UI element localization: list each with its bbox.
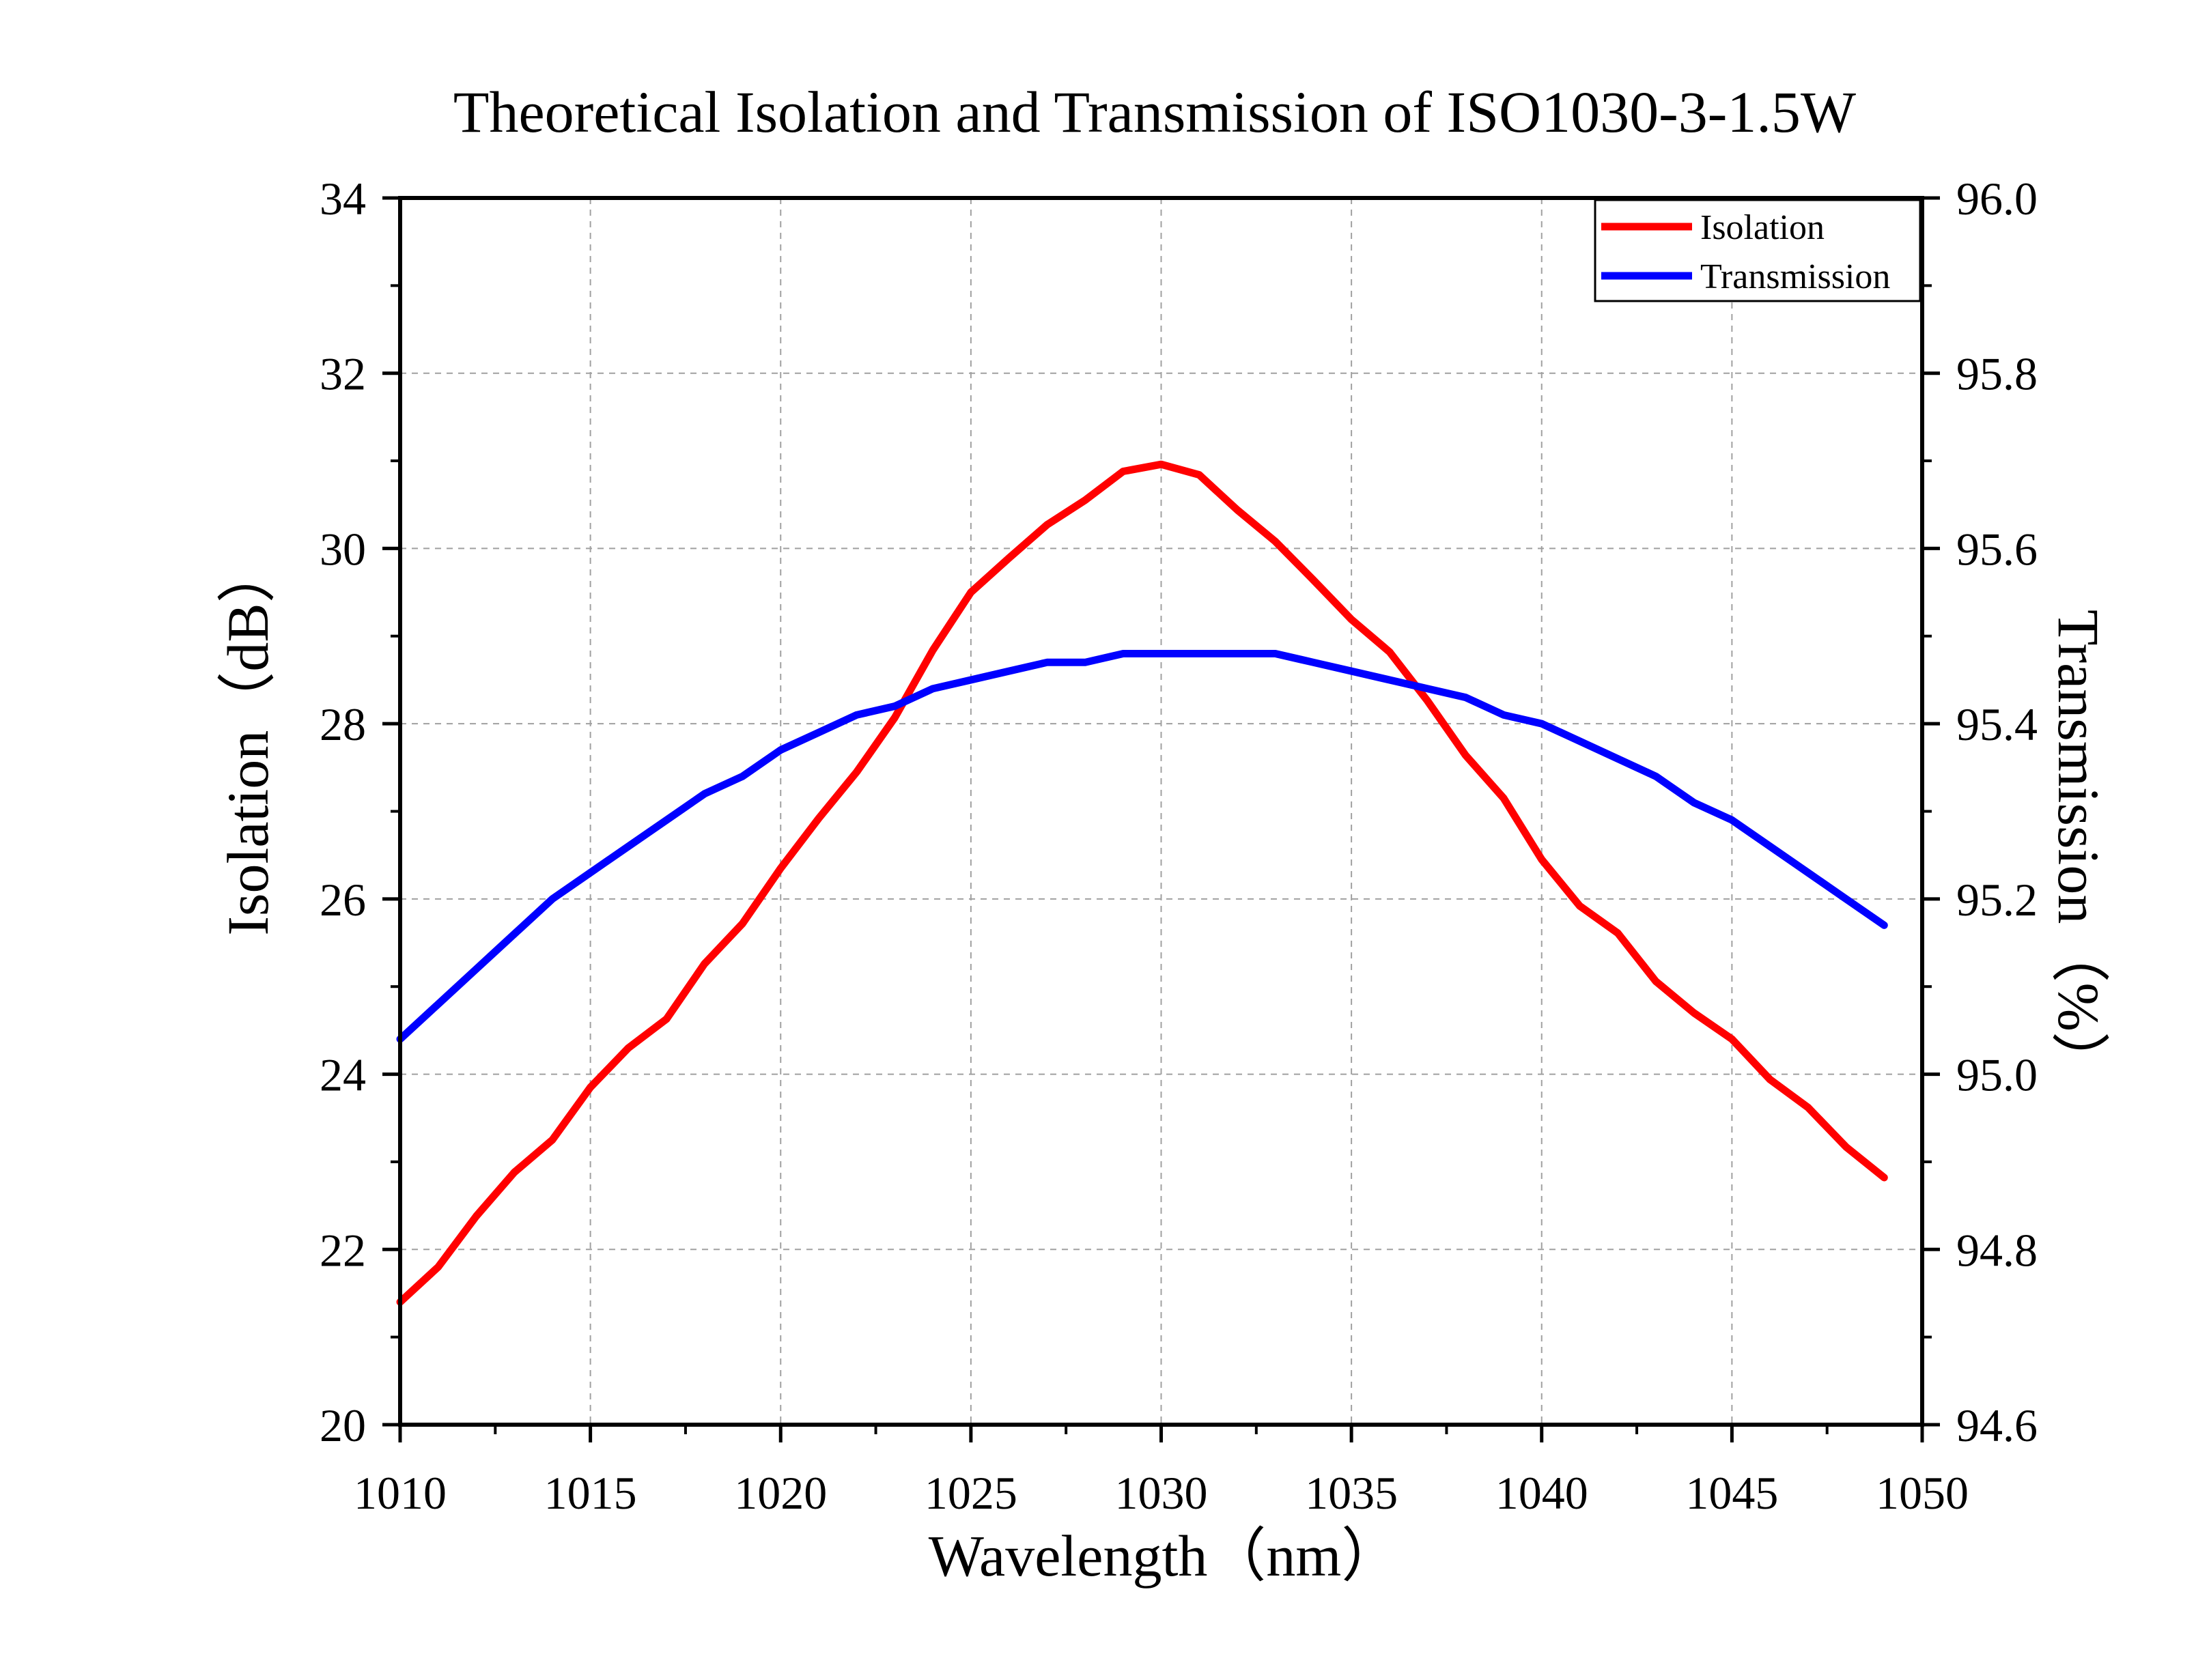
x-tick-label: 1010 [354, 1467, 447, 1519]
plot-frame [398, 196, 1924, 1427]
y-right-tick-label: 94.8 [1956, 1224, 2038, 1276]
axes: 1010 1015 1020 1025 1030 1035 1040 1045 1050 20 22… [320, 173, 2038, 1519]
legend-box [1594, 199, 1922, 302]
grid [400, 198, 1922, 1425]
series-line-transmission [396, 650, 1888, 1043]
series-group [396, 460, 1888, 1306]
x-tick-label: 1025 [925, 1467, 1017, 1519]
series-line-isolation [396, 460, 1888, 1306]
y-left-tick-label: 20 [320, 1399, 366, 1451]
x-tick-label: 1020 [734, 1467, 827, 1519]
x-tick-label: 1040 [1495, 1467, 1588, 1519]
x-axis-title: Wavelength（nm） [929, 1523, 1400, 1589]
y-axis-title-right: Transmission（%） [2046, 610, 2111, 1090]
y-right-tick-label: 96.0 [1956, 173, 2038, 225]
legend-label-isolation: Isolation [1700, 208, 1825, 247]
y-left-tick-label: 34 [320, 173, 366, 225]
y-left-tick-label: 32 [320, 348, 366, 400]
legend-label-transmission: Transmission [1700, 257, 1890, 296]
y-right-tick-label: 95.4 [1956, 698, 2038, 750]
x-tick-label: 1030 [1115, 1467, 1208, 1519]
y-left-tick-label: 30 [320, 523, 366, 575]
x-tick-label: 1050 [1876, 1467, 1969, 1519]
y-right-tick-label: 95.2 [1956, 874, 2038, 926]
legend: Isolation Transmission [1594, 199, 1922, 302]
y-right-tick-label: 94.6 [1956, 1399, 2038, 1451]
y-right-tick-label: 95.0 [1956, 1049, 2038, 1101]
y-left-tick-label: 24 [320, 1049, 366, 1101]
x-tick-label: 1035 [1305, 1467, 1398, 1519]
chart-title: Theoretical Isolation and Transmission o… [453, 79, 1856, 145]
x-tick-label: 1045 [1685, 1467, 1778, 1519]
y-right-tick-label: 95.8 [1956, 348, 2038, 400]
y-axis-title-left: Isolation（dB） [215, 544, 281, 935]
x-tick-label: 1015 [544, 1467, 637, 1519]
y-left-tick-label: 26 [320, 874, 366, 926]
y-right-tick-label: 95.6 [1956, 523, 2038, 575]
y-left-tick-label: 22 [320, 1224, 366, 1276]
y-left-tick-label: 28 [320, 698, 366, 750]
